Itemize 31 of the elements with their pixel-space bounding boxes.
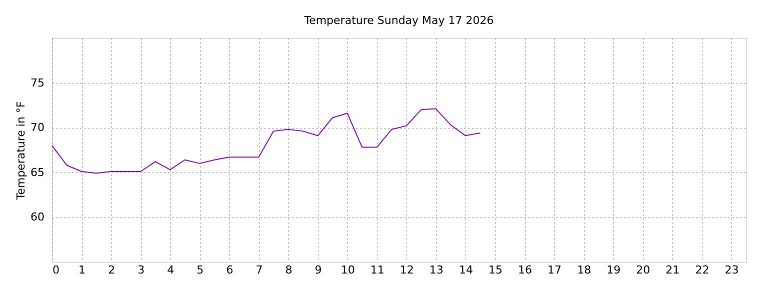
x-tick-label: 8 [285,264,292,276]
x-tick-label: 6 [226,264,234,276]
y-tick-label: 60 [30,210,44,224]
line-series [52,108,481,174]
y-axis-title: Temperature in °F [14,101,28,201]
x-tick-label: 3 [138,264,145,276]
x-tick-label: 15 [488,264,502,276]
x-tick-label: 7 [256,264,263,276]
x-tick-label: 23 [724,264,739,276]
x-tick-label: 18 [577,264,592,276]
x-tick-label: 10 [340,264,355,276]
x-tick-label: 0 [52,264,60,276]
x-tick-label: 13 [429,264,444,276]
y-tick-label: 75 [30,76,44,90]
y-tick-label: 70 [30,121,44,134]
chart-title: Temperature Sunday May 17 2026 [303,14,494,27]
x-tick-label: 12 [400,264,414,276]
x-tick-label: 11 [370,264,384,276]
x-tick-label: 4 [167,264,174,276]
x-tick-label: 19 [606,264,621,276]
x-tick-label: 20 [636,264,650,276]
x-tick-label: 21 [666,264,680,276]
x-tick-label: 5 [196,264,204,276]
x-tick-label: 9 [314,264,322,276]
x-tick-label: 2 [108,264,116,276]
x-tick-label: 14 [458,264,473,276]
x-tick-label: 22 [695,264,710,276]
x-tick-label: 17 [548,264,562,276]
x-tick-label: 16 [518,264,532,276]
x-tick-label: 1 [78,264,86,276]
y-tick-label: 65 [30,166,44,179]
